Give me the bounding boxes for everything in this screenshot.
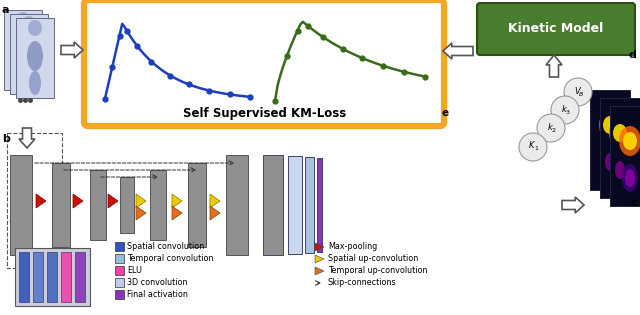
Text: 2: 2: [552, 128, 556, 133]
Bar: [288, 156, 302, 254]
Text: V: V: [574, 87, 580, 95]
Polygon shape: [19, 128, 35, 148]
Bar: [10, 14, 48, 94]
Bar: [317, 158, 322, 252]
Circle shape: [551, 96, 579, 124]
Text: k: k: [548, 123, 552, 131]
Text: Spatial up-convolution: Spatial up-convolution: [328, 254, 419, 263]
Bar: [61, 252, 71, 302]
Circle shape: [519, 133, 547, 161]
Polygon shape: [136, 194, 146, 208]
Polygon shape: [172, 194, 182, 208]
Ellipse shape: [623, 132, 637, 150]
Bar: [75, 252, 85, 302]
Polygon shape: [315, 267, 324, 275]
Bar: [115, 242, 124, 251]
Text: 3D convolution: 3D convolution: [127, 278, 188, 287]
Polygon shape: [136, 206, 146, 220]
Bar: [115, 290, 124, 299]
Polygon shape: [443, 43, 473, 59]
Text: Kinetic Model: Kinetic Model: [508, 22, 604, 36]
Ellipse shape: [619, 126, 640, 156]
FancyBboxPatch shape: [477, 3, 635, 55]
Ellipse shape: [613, 124, 627, 142]
Text: 3: 3: [566, 110, 570, 114]
Ellipse shape: [23, 67, 35, 91]
Ellipse shape: [27, 41, 43, 71]
Text: a: a: [2, 5, 10, 15]
Bar: [33, 252, 43, 302]
Bar: [19, 252, 29, 302]
Text: Final activation: Final activation: [127, 290, 188, 299]
Bar: [150, 170, 166, 240]
Ellipse shape: [605, 153, 615, 171]
Polygon shape: [36, 194, 46, 208]
Ellipse shape: [615, 161, 625, 179]
Ellipse shape: [602, 148, 618, 176]
Bar: [226, 155, 248, 255]
Bar: [590, 90, 630, 190]
FancyBboxPatch shape: [84, 0, 444, 126]
Ellipse shape: [22, 16, 36, 32]
Text: B: B: [579, 91, 583, 96]
Ellipse shape: [21, 37, 37, 67]
Bar: [47, 252, 57, 302]
Text: Spatial convolution: Spatial convolution: [127, 242, 204, 251]
Ellipse shape: [603, 116, 617, 134]
Ellipse shape: [622, 164, 638, 192]
Polygon shape: [315, 243, 324, 251]
Text: Self Supervised KM-Loss: Self Supervised KM-Loss: [184, 106, 347, 119]
Ellipse shape: [29, 71, 41, 95]
Bar: [4, 10, 42, 90]
Bar: [115, 254, 124, 263]
Polygon shape: [546, 55, 562, 77]
Ellipse shape: [609, 118, 631, 148]
Text: Temporal up-convolution: Temporal up-convolution: [328, 266, 428, 275]
Bar: [90, 170, 106, 240]
Text: K: K: [529, 141, 535, 151]
Bar: [52, 163, 70, 247]
Bar: [600, 98, 640, 198]
Text: k: k: [561, 105, 566, 113]
Bar: [16, 18, 54, 98]
Text: c: c: [630, 198, 637, 208]
Text: b: b: [2, 134, 10, 144]
Bar: [7, 133, 62, 268]
Polygon shape: [210, 194, 220, 208]
Polygon shape: [73, 194, 83, 208]
Ellipse shape: [612, 156, 628, 184]
Polygon shape: [315, 255, 324, 263]
Circle shape: [537, 114, 565, 142]
Bar: [115, 266, 124, 275]
Polygon shape: [210, 206, 220, 220]
Bar: [120, 177, 134, 233]
Ellipse shape: [16, 12, 30, 28]
Bar: [10, 155, 32, 255]
Polygon shape: [562, 197, 584, 213]
Text: e: e: [442, 108, 449, 118]
Text: Skip-connections: Skip-connections: [328, 278, 397, 287]
Bar: [115, 278, 124, 287]
Ellipse shape: [599, 110, 621, 140]
Text: 1: 1: [534, 146, 538, 152]
Ellipse shape: [17, 63, 29, 87]
Text: Max-pooling: Max-pooling: [328, 242, 377, 251]
Circle shape: [564, 78, 592, 106]
Ellipse shape: [625, 169, 635, 187]
Polygon shape: [108, 194, 118, 208]
Bar: [305, 157, 314, 253]
Bar: [610, 106, 640, 206]
Text: ELU: ELU: [127, 266, 142, 275]
Text: d: d: [628, 50, 636, 60]
Bar: [263, 155, 283, 255]
Bar: [188, 163, 206, 247]
Text: Temporal convolution: Temporal convolution: [127, 254, 214, 263]
Ellipse shape: [15, 33, 31, 63]
Polygon shape: [61, 42, 83, 58]
Ellipse shape: [28, 20, 42, 36]
Polygon shape: [172, 206, 182, 220]
Bar: [15, 248, 90, 306]
